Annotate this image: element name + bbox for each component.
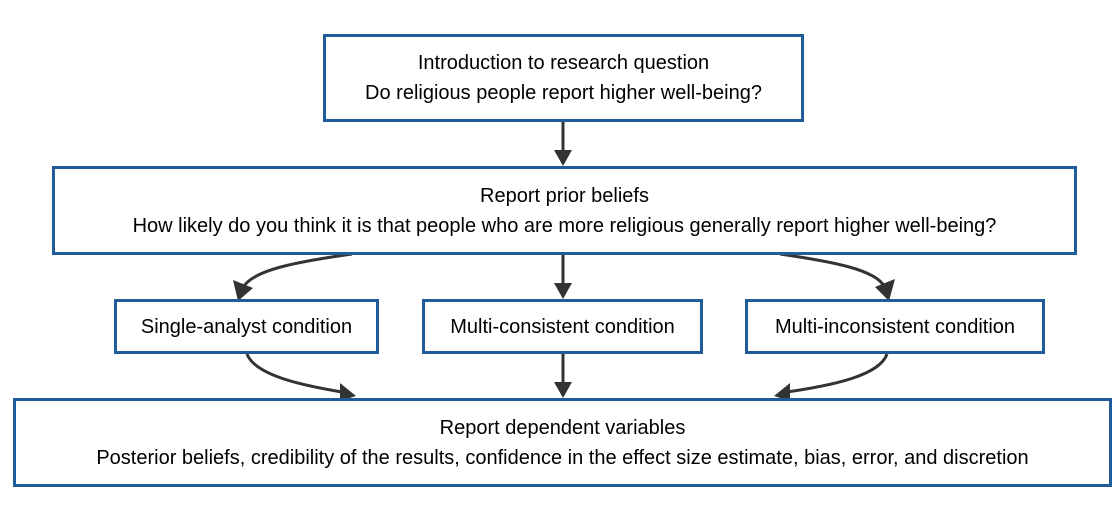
edge-consistent-to-dependent [554, 354, 572, 398]
node-prior-beliefs: Report prior beliefs How likely do you t… [52, 166, 1077, 255]
node-single-analyst: Single-analyst condition [114, 299, 379, 354]
node-introduction-title: Introduction to research question [417, 52, 710, 74]
node-multi-inconsistent: Multi-inconsistent condition [745, 299, 1045, 354]
edge-intro-to-prior [554, 120, 572, 166]
node-prior-beliefs-title: Report prior beliefs [480, 184, 649, 207]
node-multi-inconsistent-label: Multi-inconsistent condition [774, 315, 1016, 338]
edge-prior-to-inconsistent [779, 252, 895, 301]
node-dependent-variables: Report dependent variables Posterior bel… [13, 398, 1112, 487]
node-dependent-variables-title: Report dependent variables [439, 416, 686, 439]
edge-single-to-dependent [245, 353, 356, 401]
node-introduction: Introduction to research question Do rel… [323, 34, 804, 122]
node-dependent-variables-list: Posterior beliefs, credibility of the re… [96, 446, 1029, 469]
node-multi-consistent-label: Multi-consistent condition [450, 315, 675, 338]
node-multi-consistent: Multi-consistent condition [422, 299, 703, 354]
node-introduction-question: Do religious people report higher well-b… [365, 82, 762, 104]
node-prior-beliefs-question: How likely do you think it is that peopl… [132, 214, 997, 237]
edge-inconsistent-to-dependent [774, 353, 889, 401]
edge-prior-to-single [233, 252, 353, 301]
node-single-analyst-label: Single-analyst condition [140, 315, 353, 338]
edge-prior-to-consistent [554, 254, 572, 299]
